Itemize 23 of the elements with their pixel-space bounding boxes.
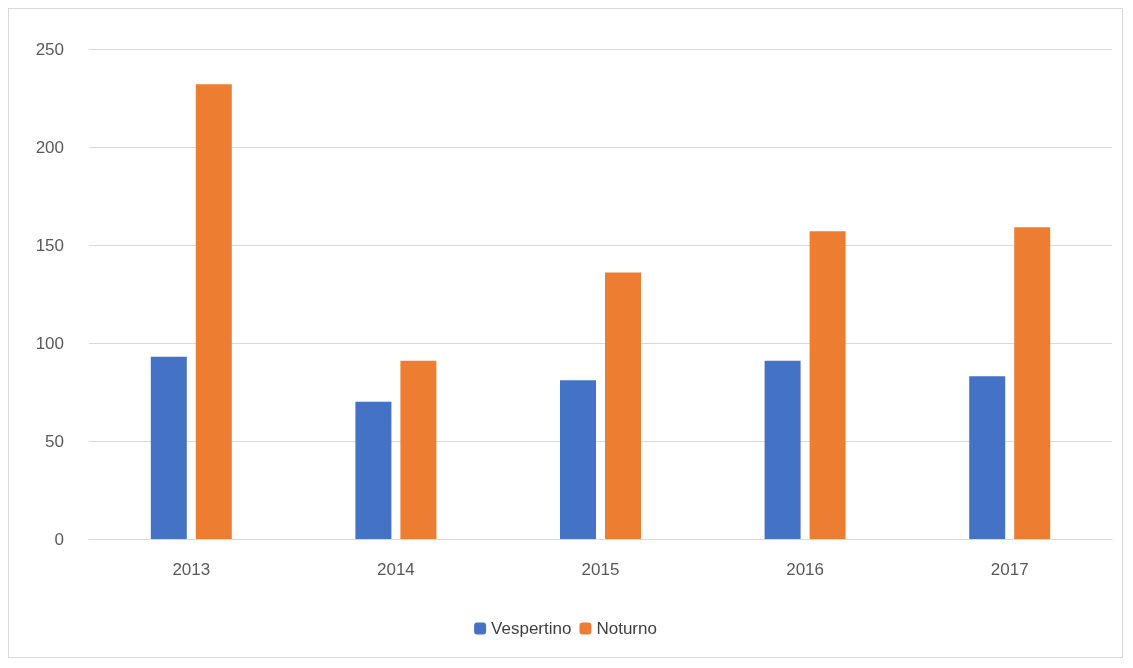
legend-label: Noturno: [596, 619, 657, 638]
y-tick-label: 100: [35, 333, 64, 353]
x-tick-label: 2016: [786, 560, 825, 579]
y-tick-label: 200: [35, 137, 64, 157]
y-tick-label: 250: [35, 39, 64, 59]
x-tick-label: 2017: [990, 560, 1029, 579]
x-tick-label: 2015: [581, 560, 620, 579]
bar: [400, 360, 437, 539]
bar: [195, 84, 232, 539]
bar: [605, 272, 641, 539]
x-tick-label: 2014: [376, 560, 415, 579]
bar: [809, 231, 846, 539]
bar: [150, 356, 187, 539]
bar: [355, 401, 392, 539]
bar: [969, 376, 1006, 539]
legend-label: Vespertino: [491, 619, 572, 638]
y-tick-label: 0: [54, 529, 64, 549]
y-tick-label: 150: [35, 235, 64, 255]
y-tick-label: 50: [45, 431, 64, 451]
bar: [560, 380, 596, 539]
x-tick-label: 2013: [172, 560, 211, 579]
bar: [1014, 227, 1051, 539]
bar: [764, 360, 801, 539]
